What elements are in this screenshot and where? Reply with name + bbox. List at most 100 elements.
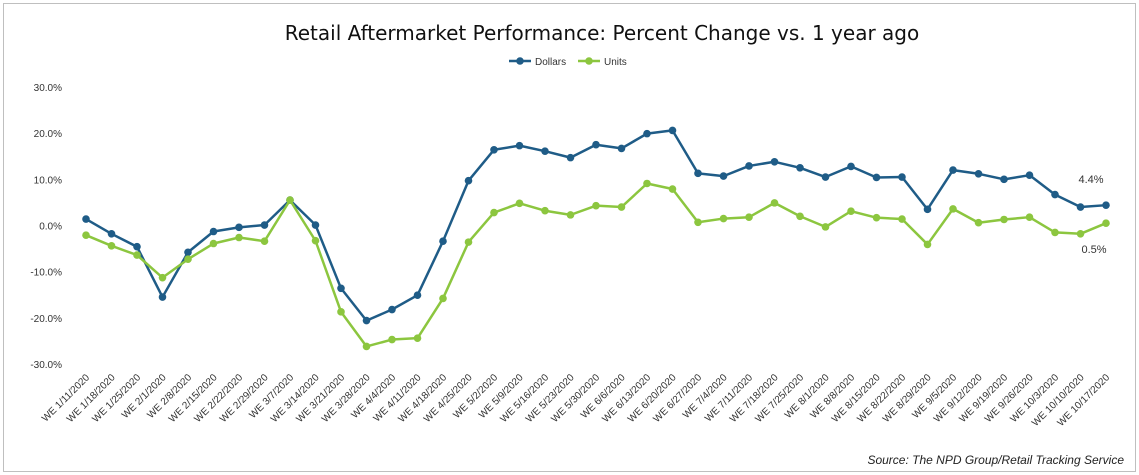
- data-point-dollars: [184, 248, 192, 257]
- chart-frame: [3, 3, 1136, 472]
- data-point-dollars: [362, 316, 371, 325]
- data-point-dollars: [515, 141, 524, 150]
- data-point-units: [235, 233, 243, 242]
- data-point-units: [1051, 228, 1059, 237]
- data-point-units: [821, 223, 830, 231]
- data-point-units: [923, 240, 932, 249]
- data-point-dollars: [694, 169, 702, 178]
- data-point-units: [872, 213, 881, 222]
- data-point-dollars: [541, 147, 549, 155]
- data-point-dollars: [158, 293, 167, 301]
- data-point-units: [362, 342, 371, 351]
- data-point-units: [770, 199, 779, 207]
- legend-dollars-label: Dollars: [535, 57, 566, 68]
- legend: Dollars Units: [509, 57, 627, 68]
- data-point-units: [949, 205, 957, 213]
- data-point-dollars: [566, 153, 575, 162]
- data-point-units: [1102, 219, 1110, 227]
- data-point-dollars: [796, 163, 804, 172]
- data-point-units: [107, 242, 116, 250]
- y-axis: 30.0% 20.0% 10.0% 0.0% -10.0% -20.0% -30.0%: [30, 83, 62, 371]
- data-point-units: [898, 215, 906, 223]
- data-point-dollars: [974, 169, 983, 178]
- data-point-units: [592, 201, 600, 210]
- chart-title: Retail Aftermarket Performance: Percent …: [285, 21, 919, 45]
- data-point-units: [515, 199, 524, 208]
- legend-units-marker: [585, 57, 593, 65]
- data-point-units: [311, 236, 320, 245]
- data-point-dollars: [770, 157, 779, 166]
- data-point-dollars: [617, 144, 626, 153]
- data-point-units: [133, 251, 141, 259]
- data-point-dollars: [1000, 175, 1008, 184]
- data-point-dollars: [745, 162, 753, 170]
- data-point-dollars: [439, 237, 447, 245]
- data-point-dollars: [923, 205, 932, 214]
- data-point-units: [388, 335, 396, 344]
- data-point-units: [1000, 215, 1008, 224]
- data-point-dollars: [311, 221, 320, 229]
- data-point-units: [286, 196, 294, 204]
- data-point-dollars: [82, 215, 90, 223]
- data-point-dollars: [592, 140, 600, 149]
- data-point-units: [745, 213, 753, 221]
- data-point-dollars: [464, 176, 473, 185]
- data-point-units: [1025, 213, 1034, 221]
- data-point-dollars: [235, 223, 243, 232]
- y-tick-label: -20.0%: [30, 314, 62, 325]
- data-point-dollars: [413, 291, 422, 300]
- data-point-dollars: [643, 129, 651, 138]
- data-point-dollars: [668, 126, 677, 135]
- data-point-units: [158, 273, 167, 282]
- y-tick-label: -10.0%: [30, 268, 62, 279]
- data-point-units: [1076, 230, 1085, 238]
- legend-units-label: Units: [604, 57, 627, 68]
- data-point-units: [82, 231, 90, 239]
- data-point-units: [719, 214, 728, 223]
- data-point-dollars: [847, 162, 855, 171]
- data-point-units: [184, 255, 192, 264]
- data-point-units: [464, 238, 473, 246]
- data-point-dollars: [1051, 190, 1059, 199]
- data-point-dollars: [209, 227, 218, 236]
- data-point-units: [643, 179, 651, 188]
- data-point-units: [337, 308, 345, 316]
- end-label-dollars: 4.4%: [1078, 174, 1103, 186]
- data-point-units: [796, 212, 804, 221]
- data-point-units: [439, 294, 447, 303]
- data-point-units: [566, 211, 575, 219]
- data-point-dollars: [719, 172, 728, 180]
- y-tick-label: 10.0%: [34, 175, 62, 186]
- data-point-dollars: [490, 145, 498, 154]
- data-point-dollars: [133, 242, 141, 251]
- y-tick-label: 20.0%: [34, 129, 62, 140]
- source-note: Source: The NPD Group/Retail Tracking Se…: [867, 453, 1124, 467]
- data-point-dollars: [1076, 203, 1085, 211]
- data-point-units: [668, 185, 677, 193]
- data-point-dollars: [388, 305, 396, 314]
- y-tick-label: -30.0%: [30, 360, 62, 371]
- data-point-units: [974, 218, 983, 227]
- plot-area: [82, 126, 1110, 351]
- data-point-units: [847, 207, 855, 215]
- data-point-units: [413, 334, 422, 342]
- data-point-dollars: [872, 173, 881, 182]
- data-point-dollars: [337, 284, 345, 293]
- legend-dollars-marker: [516, 57, 524, 65]
- data-point-units: [260, 237, 269, 245]
- y-tick-label: 30.0%: [34, 83, 62, 94]
- data-point-dollars: [949, 166, 957, 174]
- data-point-dollars: [260, 221, 269, 229]
- data-point-units: [694, 218, 702, 227]
- data-point-dollars: [1102, 201, 1110, 209]
- data-point-dollars: [107, 230, 116, 238]
- data-point-units: [490, 208, 498, 217]
- end-label-units: 0.5%: [1081, 244, 1106, 256]
- data-point-units: [617, 203, 626, 211]
- data-point-dollars: [821, 173, 830, 181]
- data-point-units: [541, 206, 549, 215]
- y-tick-label: 0.0%: [39, 222, 62, 233]
- data-point-units: [209, 239, 218, 248]
